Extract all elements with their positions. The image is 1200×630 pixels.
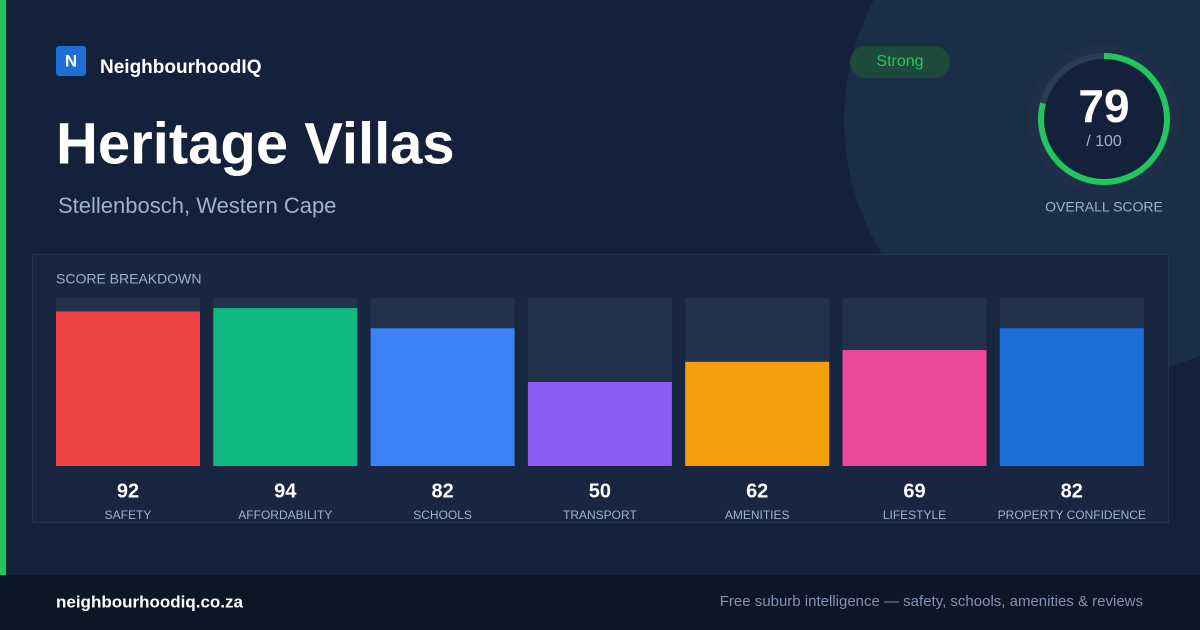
footer-tagline: Free suburb intelligence — safety, schoo…: [720, 593, 1143, 610]
bar-label: AMENITIES: [725, 508, 790, 522]
location: Stellenbosch, Western Cape: [58, 193, 336, 218]
bar-value: 50: [589, 480, 611, 502]
badge: Strong: [876, 53, 923, 70]
bar-label: LIFESTYLE: [883, 508, 946, 522]
bar-value: 94: [274, 480, 297, 502]
bar: [370, 328, 515, 466]
bar: [213, 308, 358, 466]
score-value: 79: [1078, 80, 1129, 132]
bar-value: 92: [117, 480, 139, 502]
bar-value: 82: [1061, 480, 1083, 502]
footer-bg: [0, 575, 1200, 630]
bar: [842, 350, 987, 466]
logo: N: [65, 51, 77, 70]
score-ring: [1038, 53, 1170, 185]
brand-name: NeighbourhoodIQ: [100, 57, 261, 78]
score-label: OVERALL SCORE: [1045, 199, 1163, 215]
bar: [999, 328, 1144, 466]
bar-value: 69: [903, 480, 925, 502]
bar-value: 62: [746, 480, 768, 502]
footer-url: neighbourhoodiq.co.za: [56, 592, 244, 611]
score-max: / 100: [1086, 133, 1122, 150]
bar: [685, 361, 830, 466]
bar-label: TRANSPORT: [563, 508, 637, 522]
title: Heritage Villas: [56, 111, 455, 176]
bar-label: SAFETY: [105, 508, 152, 522]
bar: [527, 382, 672, 466]
bar: [56, 311, 200, 466]
bar-label: PROPERTY CONFIDENCE: [998, 508, 1146, 522]
logo-box: [56, 46, 86, 76]
bar-label: AFFORDABILITY: [238, 508, 332, 522]
accent-stripe: [0, 0, 6, 575]
badge-bg: [850, 46, 950, 78]
bar-label: SCHOOLS: [413, 508, 472, 522]
breakdown-title: SCORE BREAKDOWN: [56, 271, 201, 287]
bar-value: 82: [431, 480, 453, 502]
